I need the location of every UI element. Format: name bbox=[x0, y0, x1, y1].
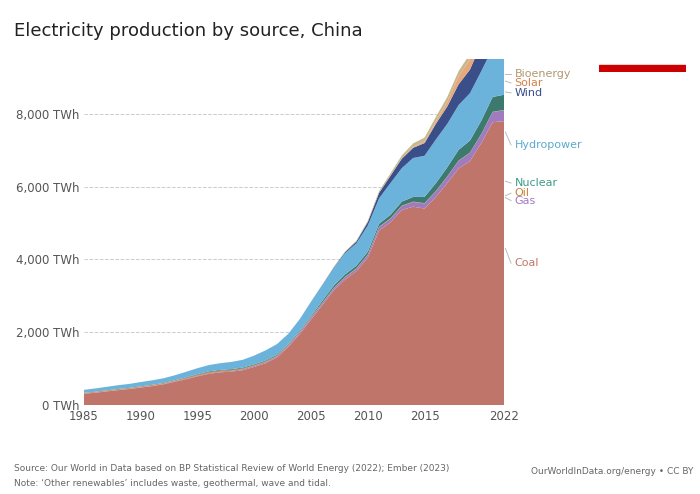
Text: Note: ‘Other renewables’ includes waste, geothermal, wave and tidal.: Note: ‘Other renewables’ includes waste,… bbox=[14, 479, 331, 488]
Text: Oil: Oil bbox=[514, 188, 529, 198]
Bar bbox=[598, 65, 686, 72]
Text: Electricity production by source, China: Electricity production by source, China bbox=[14, 22, 363, 40]
Text: Wind: Wind bbox=[514, 88, 542, 98]
Text: Coal: Coal bbox=[514, 258, 539, 268]
Text: Our World: Our World bbox=[617, 34, 668, 42]
Text: OurWorldInData.org/energy • CC BY: OurWorldInData.org/energy • CC BY bbox=[531, 467, 693, 476]
Text: Source: Our World in Data based on BP Statistical Review of World Energy (2022);: Source: Our World in Data based on BP St… bbox=[14, 464, 449, 473]
Text: Hydropower: Hydropower bbox=[514, 140, 582, 150]
Text: Bioenergy: Bioenergy bbox=[514, 69, 571, 79]
Text: in Data: in Data bbox=[624, 52, 661, 61]
Text: Nuclear: Nuclear bbox=[514, 178, 558, 188]
Text: Solar: Solar bbox=[514, 78, 543, 88]
Text: Gas: Gas bbox=[514, 196, 536, 206]
